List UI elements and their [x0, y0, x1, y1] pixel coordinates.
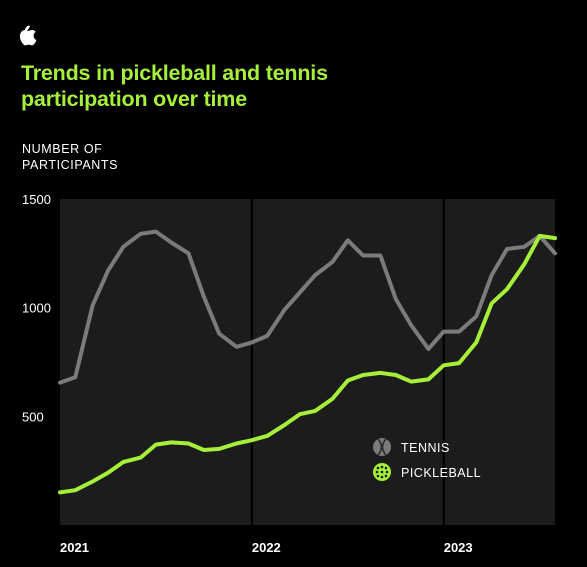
line-chart: 500 1000 1500 2021 2022 2023 TENNIS PICKLEBAL…	[22, 192, 557, 555]
tennis-ball-icon	[373, 438, 391, 456]
pickleball-line	[58, 233, 557, 495]
legend-label: TENNIS	[401, 441, 450, 455]
y-axis-label: NUMBER OF PARTICIPANTS	[22, 141, 162, 173]
y-tick-label: 1000	[22, 301, 51, 316]
pickleball-icon	[373, 463, 391, 481]
y-axis-label-line-1: NUMBER OF	[22, 142, 103, 156]
x-tick-label: 2023	[444, 540, 473, 555]
tennis-line	[58, 229, 557, 385]
chart-title: Trends in pickleball and tennis particip…	[21, 61, 328, 111]
y-tick-label: 1500	[22, 192, 51, 207]
legend-label: PICKLEBALL	[401, 466, 481, 480]
legend-item-pickleball: PICKLEBALL	[373, 463, 481, 481]
plot-area	[60, 199, 555, 525]
y-axis-label-line-2: PARTICIPANTS	[22, 158, 119, 172]
apple-logo-icon	[19, 25, 37, 46]
x-tick-label: 2022	[252, 540, 281, 555]
legend-item-tennis: TENNIS	[373, 438, 450, 456]
x-tick-label: 2021	[60, 540, 89, 555]
legend: TENNIS PICKLEBALL	[373, 438, 481, 481]
y-tick-label: 500	[22, 409, 44, 424]
